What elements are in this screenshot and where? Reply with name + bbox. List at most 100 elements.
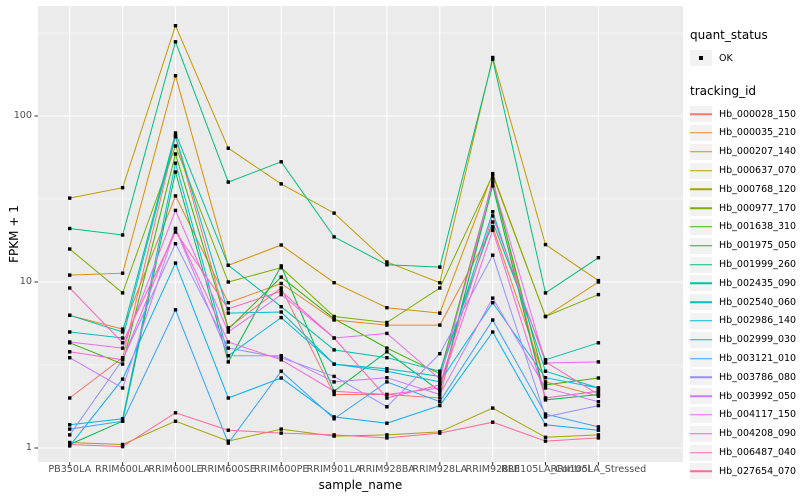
legend-item-label: Hb_000637_070 <box>719 165 797 177</box>
data-point <box>438 369 442 373</box>
legend-key <box>690 312 712 329</box>
data-point <box>491 420 495 424</box>
data-point <box>173 40 178 44</box>
legend-item-Hb_001638_310: Hb_001638_310 <box>690 218 800 237</box>
data-point <box>279 292 283 297</box>
data-point <box>385 380 389 384</box>
legend-item-label: Hb_004208_090 <box>719 428 797 440</box>
data-point <box>173 131 178 135</box>
y-tick-label: 1 <box>25 442 32 453</box>
data-point <box>279 289 283 293</box>
data-point <box>491 228 495 232</box>
data-point <box>385 346 389 350</box>
legend: quant_status OK tracking_id Hb_000028_15… <box>690 28 800 481</box>
legend-item-label: Hb_001638_310 <box>719 221 797 233</box>
data-point <box>120 271 125 275</box>
legend-key <box>690 369 712 386</box>
data-point <box>226 428 230 432</box>
data-point <box>543 383 548 387</box>
data-point <box>173 161 178 165</box>
data-point <box>385 260 389 264</box>
line-symbol-icon <box>690 282 712 285</box>
data-point <box>596 341 601 345</box>
data-point <box>279 243 283 247</box>
legend-item-label: Hb_000977_170 <box>719 202 797 214</box>
legend-item-Hb_004117_150: Hb_004117_150 <box>690 406 800 425</box>
data-point <box>332 336 336 340</box>
y-tick-label: 10 <box>19 276 32 287</box>
data-point <box>68 196 72 200</box>
data-point <box>226 301 230 305</box>
line-symbol-icon <box>690 132 712 134</box>
legend-tracking-id-items: Hb_000028_150 Hb_000035_210 Hb_000207_140 H… <box>690 105 800 481</box>
data-point <box>543 314 548 319</box>
data-point <box>596 386 601 390</box>
legend-key <box>690 425 712 442</box>
legend-item-label: Hb_002999_030 <box>719 334 797 346</box>
legend-item-label: Hb_001999_260 <box>719 259 797 271</box>
data-point <box>68 427 72 431</box>
data-point <box>596 376 601 380</box>
data-point <box>438 396 442 400</box>
data-point <box>385 396 389 400</box>
legend-item-Hb_000768_120: Hb_000768_120 <box>690 180 800 199</box>
legend-item-label: Hb_000207_140 <box>719 146 797 158</box>
data-point <box>68 442 72 447</box>
line-symbol-icon <box>690 113 712 115</box>
legend-item-Hb_006487_040: Hb_006487_040 <box>690 443 800 462</box>
data-point <box>438 431 442 435</box>
data-point <box>120 341 125 345</box>
line-symbol-icon <box>690 320 712 322</box>
data-point <box>68 356 72 360</box>
legend-item-label: Hb_003121_010 <box>719 353 797 365</box>
data-point <box>543 396 548 400</box>
x-tick-label: RRIM928BA <box>358 464 415 475</box>
data-point <box>332 211 336 215</box>
data-point <box>543 369 548 373</box>
data-point <box>438 386 442 390</box>
x-tick-label: RRIM928LE <box>465 464 520 475</box>
x-axis-title: sample_name <box>318 478 403 492</box>
data-point <box>491 214 495 218</box>
data-point <box>332 380 336 384</box>
data-point <box>596 256 601 260</box>
data-point <box>68 330 72 334</box>
legend-item-label: Hb_000768_120 <box>719 183 797 195</box>
data-point <box>279 305 283 309</box>
line-symbol-icon <box>690 226 712 228</box>
data-point <box>491 253 495 257</box>
data-point <box>68 340 72 344</box>
data-point <box>226 311 230 315</box>
legend-item-Hb_002986_140: Hb_002986_140 <box>690 312 800 331</box>
data-point <box>596 292 601 297</box>
data-point <box>68 273 72 277</box>
data-point <box>226 354 230 358</box>
data-point <box>173 208 178 213</box>
x-tick-label: RRIM600SE <box>200 464 256 475</box>
line-symbol-icon <box>690 188 712 191</box>
data-point <box>332 317 336 321</box>
legend-key <box>690 294 712 311</box>
x-tick-label: RRII105LA_Stressed <box>550 464 647 475</box>
x-tick-label: RRII105LA_Control <box>501 464 590 475</box>
data-point <box>385 323 389 327</box>
legend-item-label: Hb_004117_150 <box>719 409 797 421</box>
data-point <box>120 444 125 449</box>
data-point <box>279 286 283 290</box>
legend-key <box>690 256 712 273</box>
data-point <box>438 377 442 381</box>
data-point <box>491 180 495 184</box>
data-point <box>173 194 178 198</box>
data-point <box>279 281 283 286</box>
data-point <box>438 311 442 315</box>
data-point <box>120 356 125 360</box>
line-symbol-icon <box>690 451 712 454</box>
data-point <box>596 433 601 437</box>
data-point <box>596 425 601 429</box>
data-point <box>332 417 336 421</box>
panel-background <box>38 6 683 462</box>
data-point <box>173 226 178 231</box>
data-point <box>226 360 230 364</box>
data-point <box>120 336 125 340</box>
legend-item-Hb_004208_090: Hb_004208_090 <box>690 424 800 443</box>
